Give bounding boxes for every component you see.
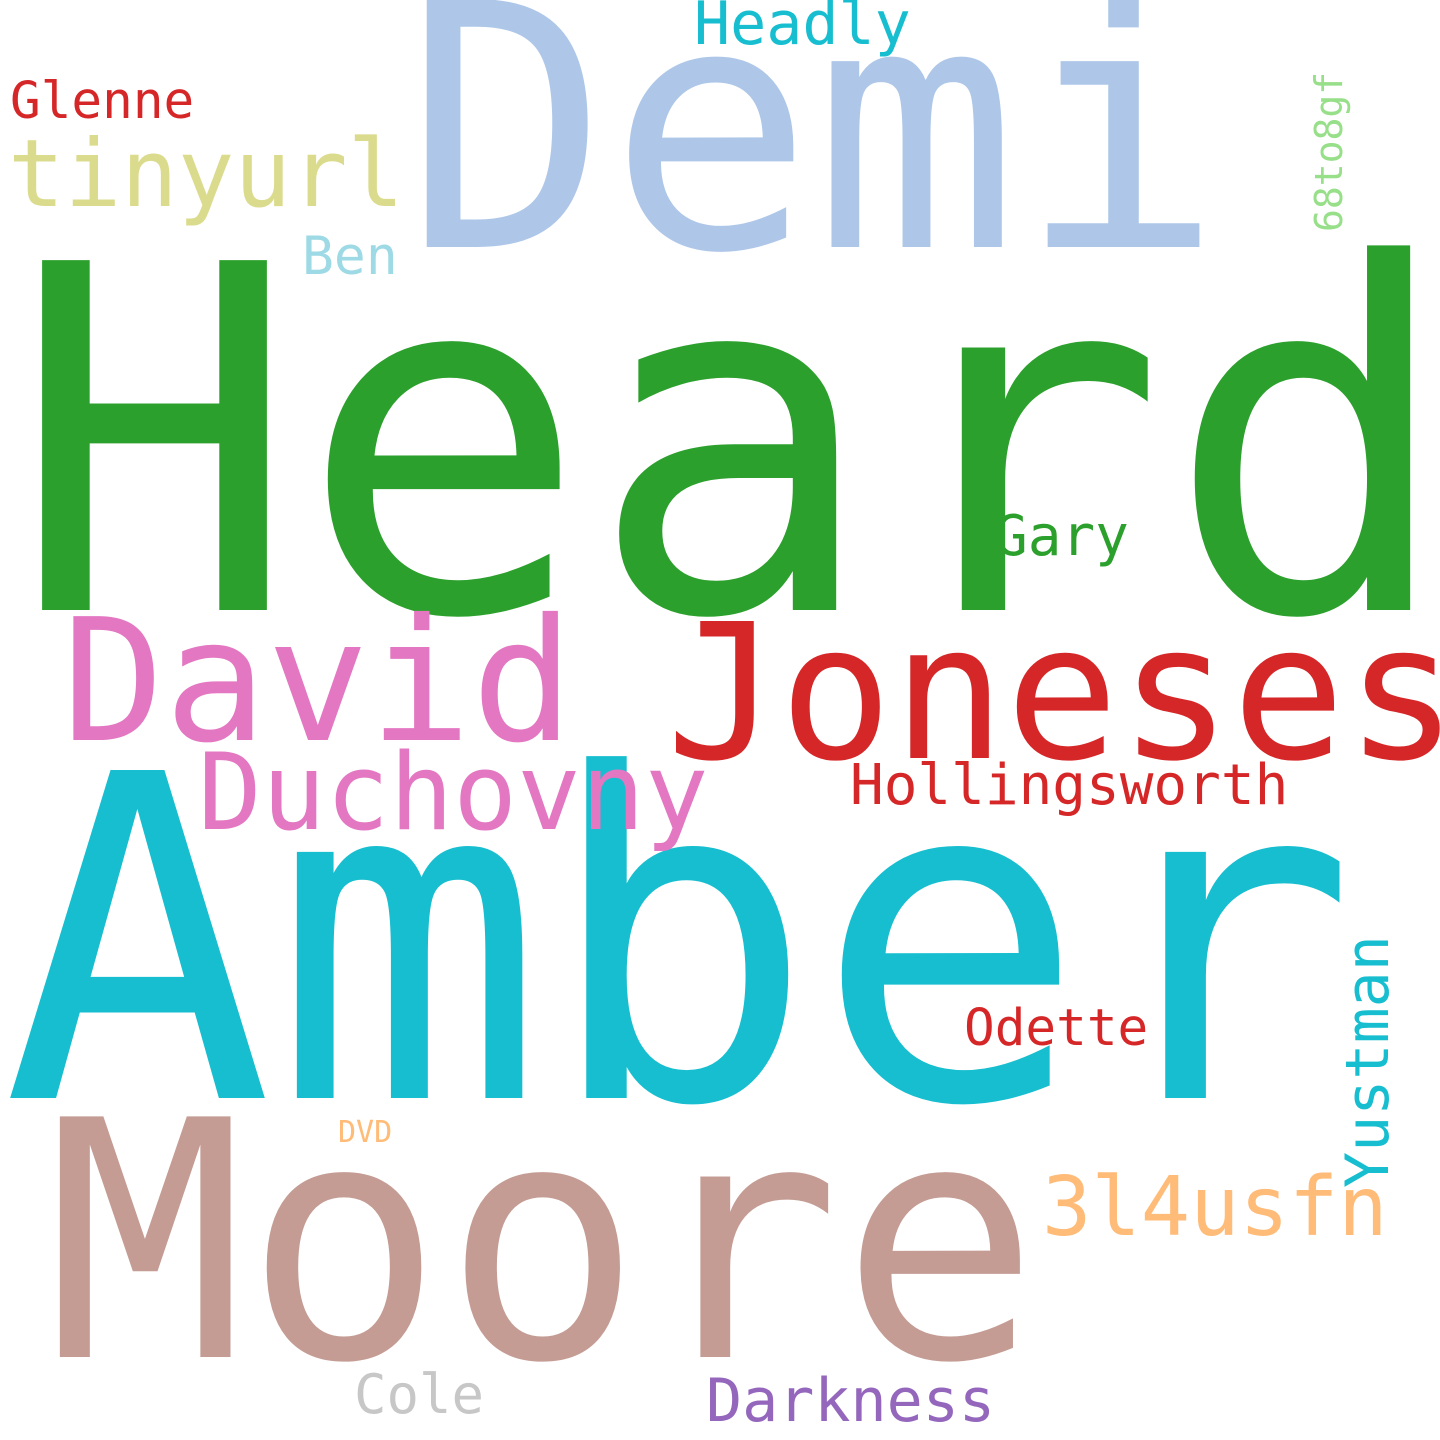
word-glenne: Glenne [10,72,195,131]
word-hollingsworth: Hollingsworth [850,753,1289,818]
word-heard: Heard [10,165,1440,724]
word-duchovny: Duchovny [198,731,709,854]
word-ben: Ben [302,226,398,287]
word-tinyurl: tinyurl [8,120,405,229]
word-odette: Odette [964,999,1149,1058]
word-gary: Gary [994,504,1129,569]
word-moore: Moore [46,1051,1040,1435]
word-amber: Amber [2,681,1357,1205]
word-david: David [62,583,574,781]
word-yustman: Yustman [1333,935,1403,1188]
word-cole: Cole [354,1363,485,1426]
word-darkness: Darkness [706,1366,995,1436]
word-joneses: Joneses [666,584,1440,803]
word-3l4usfn: 3l4usfn [1042,1160,1388,1255]
word-dvd: DVD [338,1115,393,1150]
word-headly: Headly [694,0,911,59]
word-68to8gf: 68to8gf [1307,71,1351,232]
word-demi: Demi [404,0,1223,328]
